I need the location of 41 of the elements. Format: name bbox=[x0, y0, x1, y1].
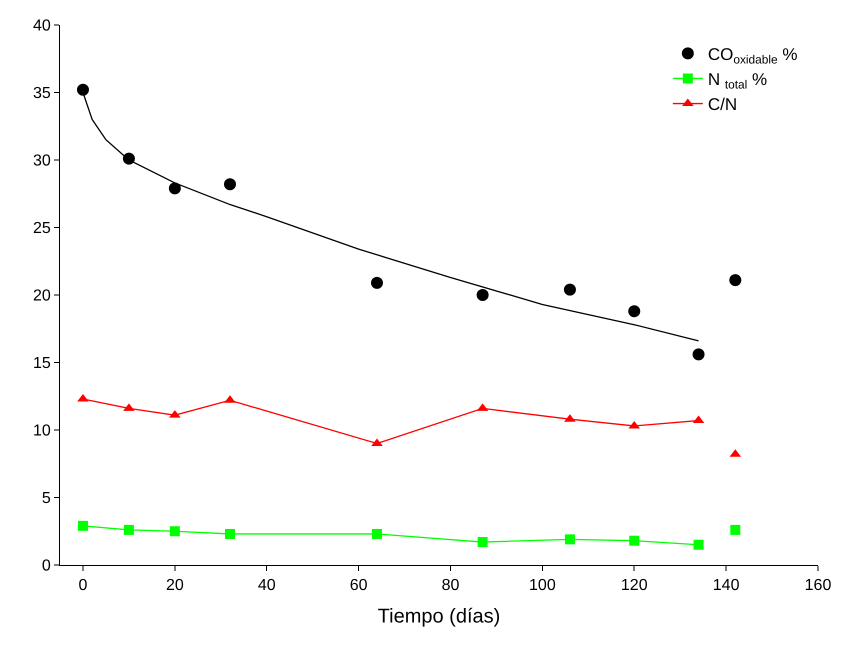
point bbox=[628, 305, 640, 318]
point bbox=[78, 520, 88, 531]
legend-label: N $_{total}$ % bbox=[708, 70, 768, 92]
y-tick-label: 40 bbox=[33, 18, 51, 35]
x-tick-label: 80 bbox=[442, 577, 460, 594]
point bbox=[692, 348, 705, 360]
point bbox=[478, 537, 488, 548]
point bbox=[476, 289, 489, 301]
point bbox=[564, 284, 576, 296]
point bbox=[370, 276, 383, 289]
x-tick-label: 100 bbox=[529, 577, 556, 594]
point bbox=[564, 534, 575, 544]
y-tick-label: 15 bbox=[33, 355, 51, 372]
point bbox=[730, 524, 740, 535]
x-tick-label: 40 bbox=[258, 577, 276, 594]
y-tick-label: 35 bbox=[33, 85, 51, 102]
x-tick-label: 140 bbox=[712, 577, 740, 594]
x-axis-title: Tiempo (días) bbox=[378, 606, 500, 628]
x-tick-label: 160 bbox=[804, 577, 832, 594]
point bbox=[629, 536, 640, 546]
x-tick-label: 60 bbox=[350, 577, 368, 594]
x-tick-label: 0 bbox=[78, 577, 88, 594]
y-tick-label: 30 bbox=[33, 152, 51, 170]
legend-label: C/N bbox=[708, 95, 738, 114]
y-tick-label: 25 bbox=[33, 220, 51, 238]
point bbox=[224, 178, 236, 190]
y-tick-label: 5 bbox=[42, 490, 51, 508]
point bbox=[224, 528, 235, 539]
point bbox=[124, 524, 134, 535]
legend-label: CO$_{oxidable}$ % bbox=[708, 44, 798, 67]
point bbox=[372, 528, 382, 539]
y-tick-label: 20 bbox=[33, 288, 51, 305]
point bbox=[170, 526, 180, 536]
point bbox=[76, 84, 89, 96]
y-tick-label: 0 bbox=[42, 558, 51, 575]
point bbox=[694, 540, 704, 550]
x-tick-label: 20 bbox=[166, 577, 184, 594]
y-tick-label: 10 bbox=[33, 422, 51, 440]
x-tick-label: 120 bbox=[620, 577, 648, 594]
point bbox=[168, 182, 181, 194]
point bbox=[729, 274, 742, 286]
